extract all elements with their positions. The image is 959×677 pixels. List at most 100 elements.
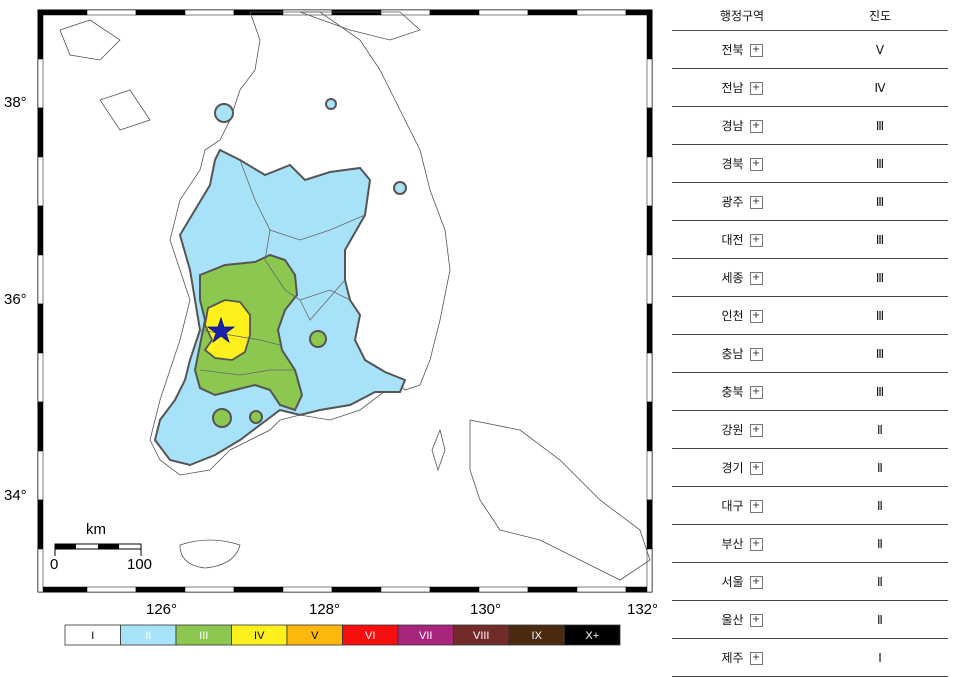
legend-swatch: II [120,624,177,646]
region-name: 인천 [721,309,744,323]
legend-label: IX [532,630,543,642]
intensity-cell: Ⅱ [812,524,948,563]
expand-button[interactable]: + [749,500,763,513]
intensity-cell: Ⅱ [812,486,948,525]
intensity-column-header: 진도 [812,0,948,31]
frame-ticks [37,9,653,593]
table-row: 대구 + Ⅱ [672,486,948,525]
table-row: 충남 + Ⅲ [672,334,948,373]
legend-label: V [311,630,319,642]
lat-label: 34° [4,487,27,504]
expand-button[interactable]: + [749,386,763,399]
intensity-cell: Ⅲ [812,258,948,297]
region-name: 세종 [721,271,744,285]
table-row: 대전 + Ⅲ [672,220,948,259]
region-cell: 경북 + [672,144,812,183]
lat-label: 36° [4,291,27,308]
legend-swatch: IX [508,624,565,646]
expand-button[interactable]: + [749,348,763,361]
table-row: 세종 + Ⅲ [672,258,948,297]
expand-button[interactable]: + [749,462,763,475]
region-cell: 충북 + [672,372,812,411]
lon-label: 128° [309,601,340,618]
legend-label: I [91,630,94,642]
legend-swatch: X+ [564,624,621,646]
legend-swatch: III [175,624,232,646]
intensity-cell: Ⅴ [812,30,948,69]
region-cell: 전남 + [672,68,812,107]
intensity-cell: Ⅱ [812,562,948,601]
lon-label: 132° [627,601,658,618]
intensity-III-spot [249,410,263,424]
region-name: 부산 [721,537,744,551]
epicenter-star-icon[interactable] [206,316,236,344]
expand-button[interactable]: + [749,538,763,551]
intensity-map-panel: km 0 100 38° 36° 34° 126° 128° 130° 132°… [0,0,670,652]
intensity-table-body: 전북 + Ⅴ 전남 + Ⅳ 경남 + Ⅲ 경북 + Ⅲ 광주 + Ⅲ 대전 + Ⅲ 세종 + Ⅲ 인천 + Ⅲ 충남 + Ⅲ 충북 + Ⅲ… [672,30,948,677]
table-row: 전남 + Ⅳ [672,68,948,107]
table-row: 서울 + Ⅱ [672,562,948,601]
table-row: 제주 + Ⅰ [672,638,948,677]
region-cell: 강원 + [672,410,812,449]
region-cell: 경기 + [672,448,812,487]
expand-button[interactable]: + [749,44,763,57]
expand-button[interactable]: + [749,576,763,589]
region-name: 광주 [721,195,744,209]
coastlines [59,11,651,581]
legend-label: VII [419,630,432,642]
expand-button[interactable]: + [749,310,763,323]
scale-unit-label: km [86,521,106,538]
region-name: 경남 [721,119,744,133]
table-row: 인천 + Ⅲ [672,296,948,335]
intensity-table: 행정구역 진도 전북 + Ⅴ 전남 + Ⅳ 경남 + Ⅲ 경북 + Ⅲ 광주 + Ⅲ 대전 + Ⅲ 세종 + Ⅲ 인천 + Ⅲ… [672,0,948,677]
intensity-cell: Ⅱ [812,410,948,449]
table-header-row: 행정구역 진도 [672,0,948,31]
region-name: 경북 [721,157,744,171]
intensity-III-spot [212,408,232,428]
region-cell: 경남 + [672,106,812,145]
expand-button[interactable]: + [749,272,763,285]
intensity-III-spot [309,330,327,348]
legend-swatch: VII [397,624,454,646]
table-row: 경기 + Ⅱ [672,448,948,487]
intensity-table-panel: 행정구역 진도 전북 + Ⅴ 전남 + Ⅳ 경남 + Ⅲ 경북 + Ⅲ 광주 + Ⅲ 대전 + Ⅲ 세종 + Ⅲ 인천 + Ⅲ… [672,0,950,677]
intensity-cell: Ⅲ [812,296,948,335]
intensity-cell: Ⅲ [812,144,948,183]
region-column-header: 행정구역 [672,0,812,31]
expand-button[interactable]: + [749,234,763,247]
expand-button[interactable]: + [749,120,763,133]
region-name: 전북 [721,43,744,57]
expand-button[interactable]: + [749,614,763,627]
region-cell: 인천 + [672,296,812,335]
lat-label: 38° [4,94,27,111]
intensity-legend: I II III IV V VI VII VIII IX X+ [64,624,621,646]
intensity-cell: Ⅲ [812,106,948,145]
legend-swatch: V [286,624,343,646]
expand-button[interactable]: + [749,196,763,209]
intensity-cell: Ⅲ [812,220,948,259]
intensity-map[interactable]: km 0 100 38° 36° 34° 126° 128° 130° 132°… [0,0,670,652]
table-row: 충북 + Ⅲ [672,372,948,411]
expand-button[interactable]: + [749,652,763,665]
intensity-cell: Ⅲ [812,334,948,373]
intensity-cell: Ⅲ [812,372,948,411]
region-cell: 울산 + [672,600,812,639]
table-row: 강원 + Ⅱ [672,410,948,449]
intensity-cell: Ⅳ [812,68,948,107]
table-row: 경북 + Ⅲ [672,144,948,183]
region-cell: 세종 + [672,258,812,297]
region-cell: 대전 + [672,220,812,259]
table-row: 울산 + Ⅱ [672,600,948,639]
legend-label: X+ [585,630,599,642]
intensity-II-island [214,103,234,123]
region-name: 전남 [721,81,744,95]
expand-button[interactable]: + [749,424,763,437]
legend-swatch: VI [342,624,399,646]
expand-button[interactable]: + [749,158,763,171]
lon-label: 130° [470,601,501,618]
region-name: 충남 [721,347,744,361]
legend-swatch: IV [231,624,288,646]
region-name: 강원 [721,423,744,437]
region-name: 충북 [721,385,744,399]
expand-button[interactable]: + [749,82,763,95]
